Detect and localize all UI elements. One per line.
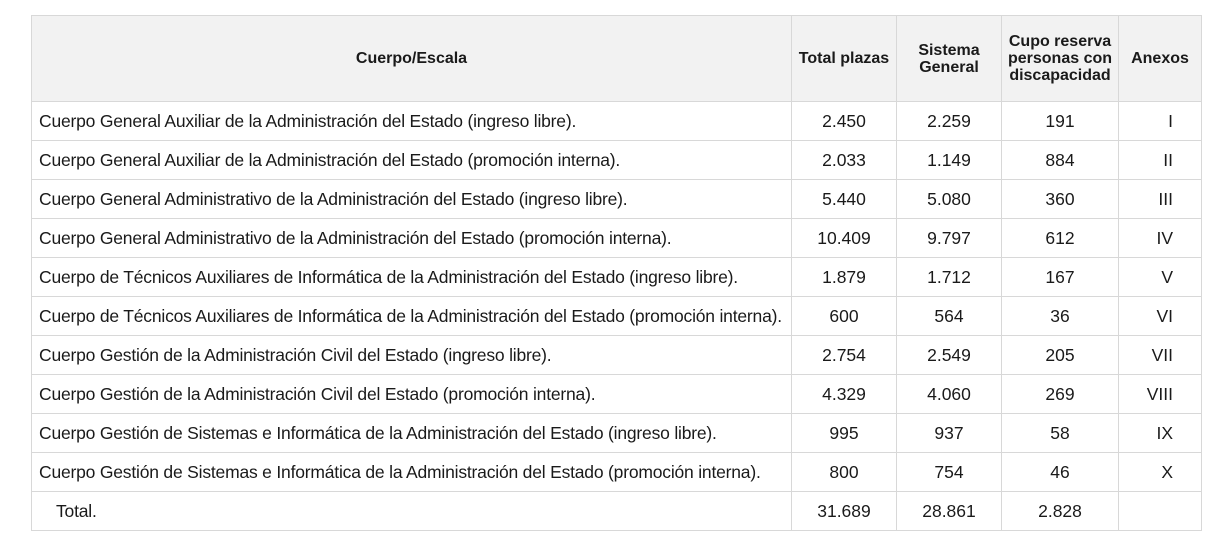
cell-cupo: 46 [1001,452,1119,492]
header-cupo-reserva: Cupo reserva personas con discapacidad [1001,15,1119,102]
cell-cupo: 58 [1001,413,1119,453]
cell-anexo: III [1118,179,1202,219]
table-row: Cuerpo Gestión de la Administración Civi… [31,335,1202,375]
header-cuerpo: Cuerpo/Escala [31,15,792,102]
cell-total: 2.450 [791,101,897,141]
table-row: Cuerpo de Técnicos Auxiliares de Informá… [31,257,1202,297]
total-anexo-value [1118,491,1202,531]
cell-cuerpo: Cuerpo General Administrativo de la Admi… [31,218,792,258]
cell-cuerpo: Cuerpo de Técnicos Auxiliares de Informá… [31,296,792,336]
cell-total: 800 [791,452,897,492]
cell-cupo: 884 [1001,140,1119,180]
cell-cupo: 612 [1001,218,1119,258]
cell-sistema: 9.797 [896,218,1002,258]
cell-cupo: 269 [1001,374,1119,414]
cell-cupo: 36 [1001,296,1119,336]
cell-cuerpo: Cuerpo General Auxiliar de la Administra… [31,101,792,141]
total-cupo-value: 2.828 [1001,491,1119,531]
header-sistema-general: Sistema General [896,15,1002,102]
header-anexos: Anexos [1118,15,1202,102]
table-row: Cuerpo Gestión de Sistemas e Informática… [31,452,1202,492]
cell-sistema: 4.060 [896,374,1002,414]
cell-total: 4.329 [791,374,897,414]
cell-cupo: 167 [1001,257,1119,297]
cell-cupo: 205 [1001,335,1119,375]
cell-anexo: X [1118,452,1202,492]
header-total-plazas: Total plazas [791,15,897,102]
cell-total: 600 [791,296,897,336]
cell-sistema: 937 [896,413,1002,453]
cell-anexo: IX [1118,413,1202,453]
cell-cupo: 360 [1001,179,1119,219]
cell-total: 2.754 [791,335,897,375]
table-row: Cuerpo General Auxiliar de la Administra… [31,101,1202,141]
cell-cuerpo: Cuerpo Gestión de la Administración Civi… [31,374,792,414]
cell-sistema: 1.149 [896,140,1002,180]
cell-sistema: 1.712 [896,257,1002,297]
cell-total: 10.409 [791,218,897,258]
cell-anexo: VI [1118,296,1202,336]
plazas-table: Cuerpo/Escala Total plazas Sistema Gener… [31,15,1202,531]
table-row: Cuerpo Gestión de la Administración Civi… [31,374,1202,414]
table-row: Cuerpo Gestión de Sistemas e Informática… [31,413,1202,453]
cell-cupo: 191 [1001,101,1119,141]
cell-total: 5.440 [791,179,897,219]
cell-cuerpo: Cuerpo Gestión de la Administración Civi… [31,335,792,375]
total-plazas-value: 31.689 [791,491,897,531]
cell-anexo: II [1118,140,1202,180]
cell-cuerpo: Cuerpo General Administrativo de la Admi… [31,179,792,219]
cell-anexo: IV [1118,218,1202,258]
cell-cuerpo: Cuerpo Gestión de Sistemas e Informática… [31,413,792,453]
table-row: Cuerpo General Administrativo de la Admi… [31,179,1202,219]
cell-sistema: 2.259 [896,101,1002,141]
cell-anexo: V [1118,257,1202,297]
header-row: Cuerpo/Escala Total plazas Sistema Gener… [31,15,1202,102]
cell-anexo: I [1118,101,1202,141]
cell-sistema: 2.549 [896,335,1002,375]
cell-cuerpo: Cuerpo Gestión de Sistemas e Informática… [31,452,792,492]
cell-sistema: 5.080 [896,179,1002,219]
cell-sistema: 754 [896,452,1002,492]
cell-cuerpo: Cuerpo General Auxiliar de la Administra… [31,140,792,180]
cell-anexo: VII [1118,335,1202,375]
cell-total: 1.879 [791,257,897,297]
cell-sistema: 564 [896,296,1002,336]
cell-total: 2.033 [791,140,897,180]
total-row: Total. 31.689 28.861 2.828 [31,491,1202,531]
total-label: Total. [31,491,792,531]
table-row: Cuerpo General Administrativo de la Admi… [31,218,1202,258]
cell-cuerpo: Cuerpo de Técnicos Auxiliares de Informá… [31,257,792,297]
cell-anexo: VIII [1118,374,1202,414]
cell-total: 995 [791,413,897,453]
table-row: Cuerpo General Auxiliar de la Administra… [31,140,1202,180]
total-sistema-value: 28.861 [896,491,1002,531]
table-row: Cuerpo de Técnicos Auxiliares de Informá… [31,296,1202,336]
